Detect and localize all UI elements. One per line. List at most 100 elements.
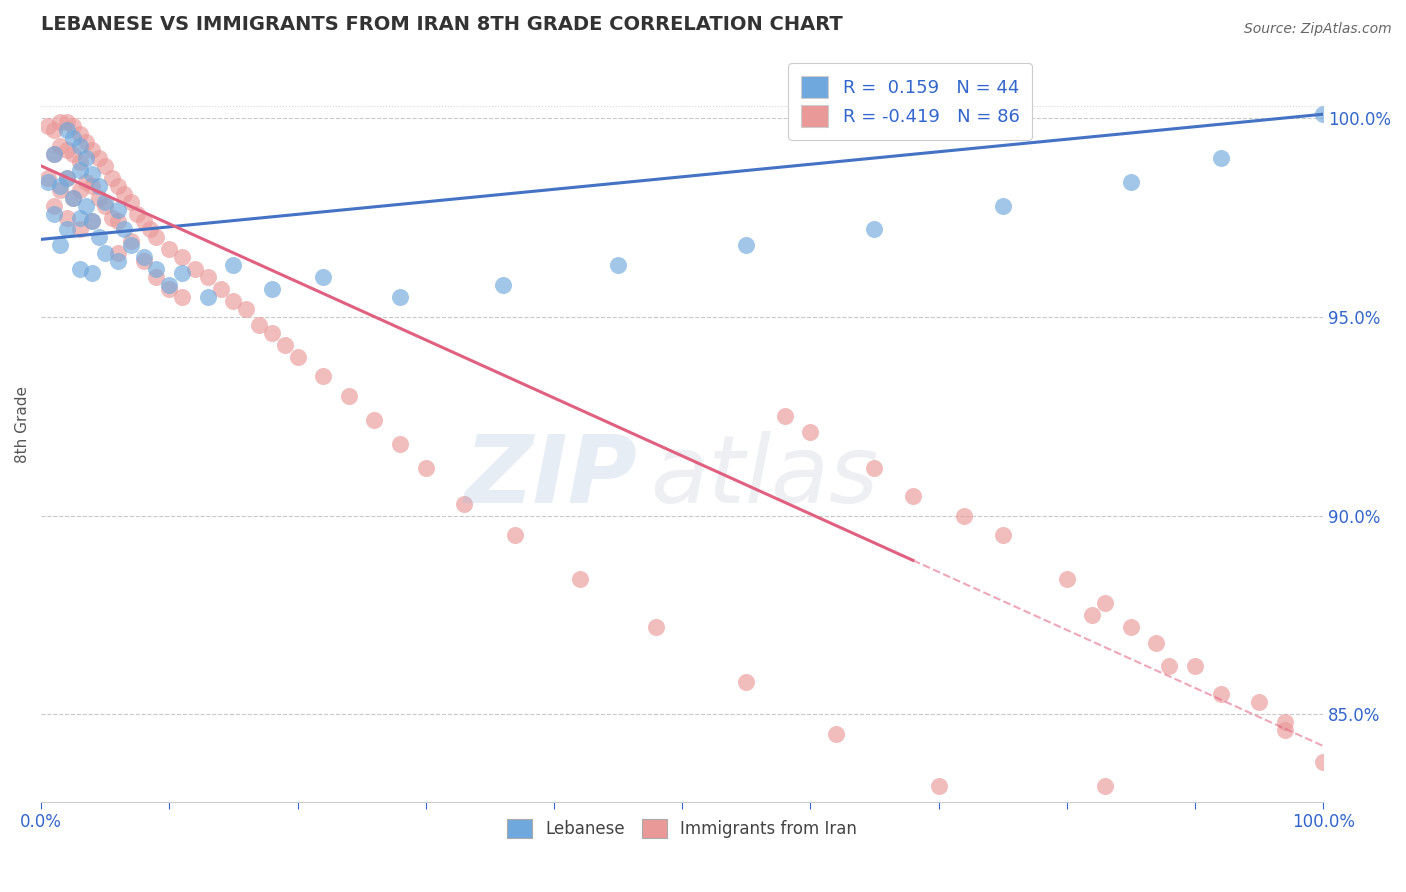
Point [1094, 596, 1116, 610]
Point [172, 266, 194, 280]
Point [87, 191, 110, 205]
Point [863, 222, 886, 236]
Point [107, 254, 129, 268]
Point [991, 198, 1014, 212]
Point [1146, 635, 1168, 649]
Point [337, 389, 360, 403]
Point [145, 270, 167, 285]
Point [157, 282, 180, 296]
Point [82, 178, 104, 193]
Point [953, 508, 976, 523]
Point [312, 270, 335, 285]
Point [799, 425, 821, 439]
Text: atlas: atlas [650, 432, 879, 523]
Point [75, 135, 97, 149]
Y-axis label: 8th Grade: 8th Grade [15, 385, 30, 463]
Point [114, 222, 136, 236]
Point [37, 119, 59, 133]
Point [145, 262, 167, 277]
Point [82, 214, 104, 228]
Point [107, 202, 129, 217]
Point [928, 779, 950, 793]
Point [127, 206, 149, 220]
Point [184, 262, 207, 277]
Point [37, 170, 59, 185]
Point [75, 198, 97, 212]
Point [107, 178, 129, 193]
Point [132, 254, 155, 268]
Point [235, 301, 257, 316]
Point [69, 262, 91, 277]
Point [273, 337, 295, 351]
Point [197, 270, 219, 285]
Point [42, 147, 65, 161]
Point [132, 250, 155, 264]
Point [157, 242, 180, 256]
Point [735, 675, 758, 690]
Point [389, 437, 412, 451]
Point [312, 369, 335, 384]
Point [69, 211, 91, 225]
Point [100, 211, 122, 225]
Point [69, 183, 91, 197]
Text: LEBANESE VS IMMIGRANTS FROM IRAN 8TH GRADE CORRELATION CHART: LEBANESE VS IMMIGRANTS FROM IRAN 8TH GRA… [41, 15, 842, 34]
Point [49, 183, 72, 197]
Point [49, 238, 72, 252]
Point [87, 230, 110, 244]
Point [1312, 107, 1334, 121]
Point [172, 250, 194, 264]
Point [363, 413, 385, 427]
Point [568, 572, 591, 586]
Point [1119, 175, 1142, 189]
Point [1209, 687, 1232, 701]
Point [100, 170, 122, 185]
Legend: Lebanese, Immigrants from Iran: Lebanese, Immigrants from Iran [499, 810, 865, 847]
Point [69, 139, 91, 153]
Point [55, 123, 77, 137]
Point [607, 258, 630, 272]
Point [82, 266, 104, 280]
Point [75, 151, 97, 165]
Point [107, 246, 129, 260]
Point [260, 282, 283, 296]
Point [75, 175, 97, 189]
Point [69, 162, 91, 177]
Point [114, 186, 136, 201]
Point [901, 489, 924, 503]
Point [139, 222, 162, 236]
Point [42, 147, 65, 161]
Point [287, 350, 309, 364]
Point [735, 238, 758, 252]
Point [94, 159, 117, 173]
Point [1247, 695, 1270, 709]
Point [389, 290, 412, 304]
Point [145, 230, 167, 244]
Point [49, 178, 72, 193]
Point [42, 198, 65, 212]
Point [1056, 572, 1078, 586]
Point [69, 222, 91, 236]
Point [1209, 151, 1232, 165]
Point [863, 460, 886, 475]
Point [69, 127, 91, 141]
Point [69, 154, 91, 169]
Point [37, 175, 59, 189]
Point [157, 278, 180, 293]
Point [825, 727, 848, 741]
Point [42, 123, 65, 137]
Point [209, 282, 232, 296]
Point [120, 238, 142, 252]
Point [55, 211, 77, 225]
Point [87, 178, 110, 193]
Point [62, 191, 84, 205]
Point [49, 115, 72, 129]
Point [1081, 607, 1104, 622]
Point [107, 214, 129, 228]
Point [94, 198, 117, 212]
Point [94, 246, 117, 260]
Point [62, 147, 84, 161]
Point [415, 460, 437, 475]
Point [132, 214, 155, 228]
Point [222, 293, 245, 308]
Point [55, 170, 77, 185]
